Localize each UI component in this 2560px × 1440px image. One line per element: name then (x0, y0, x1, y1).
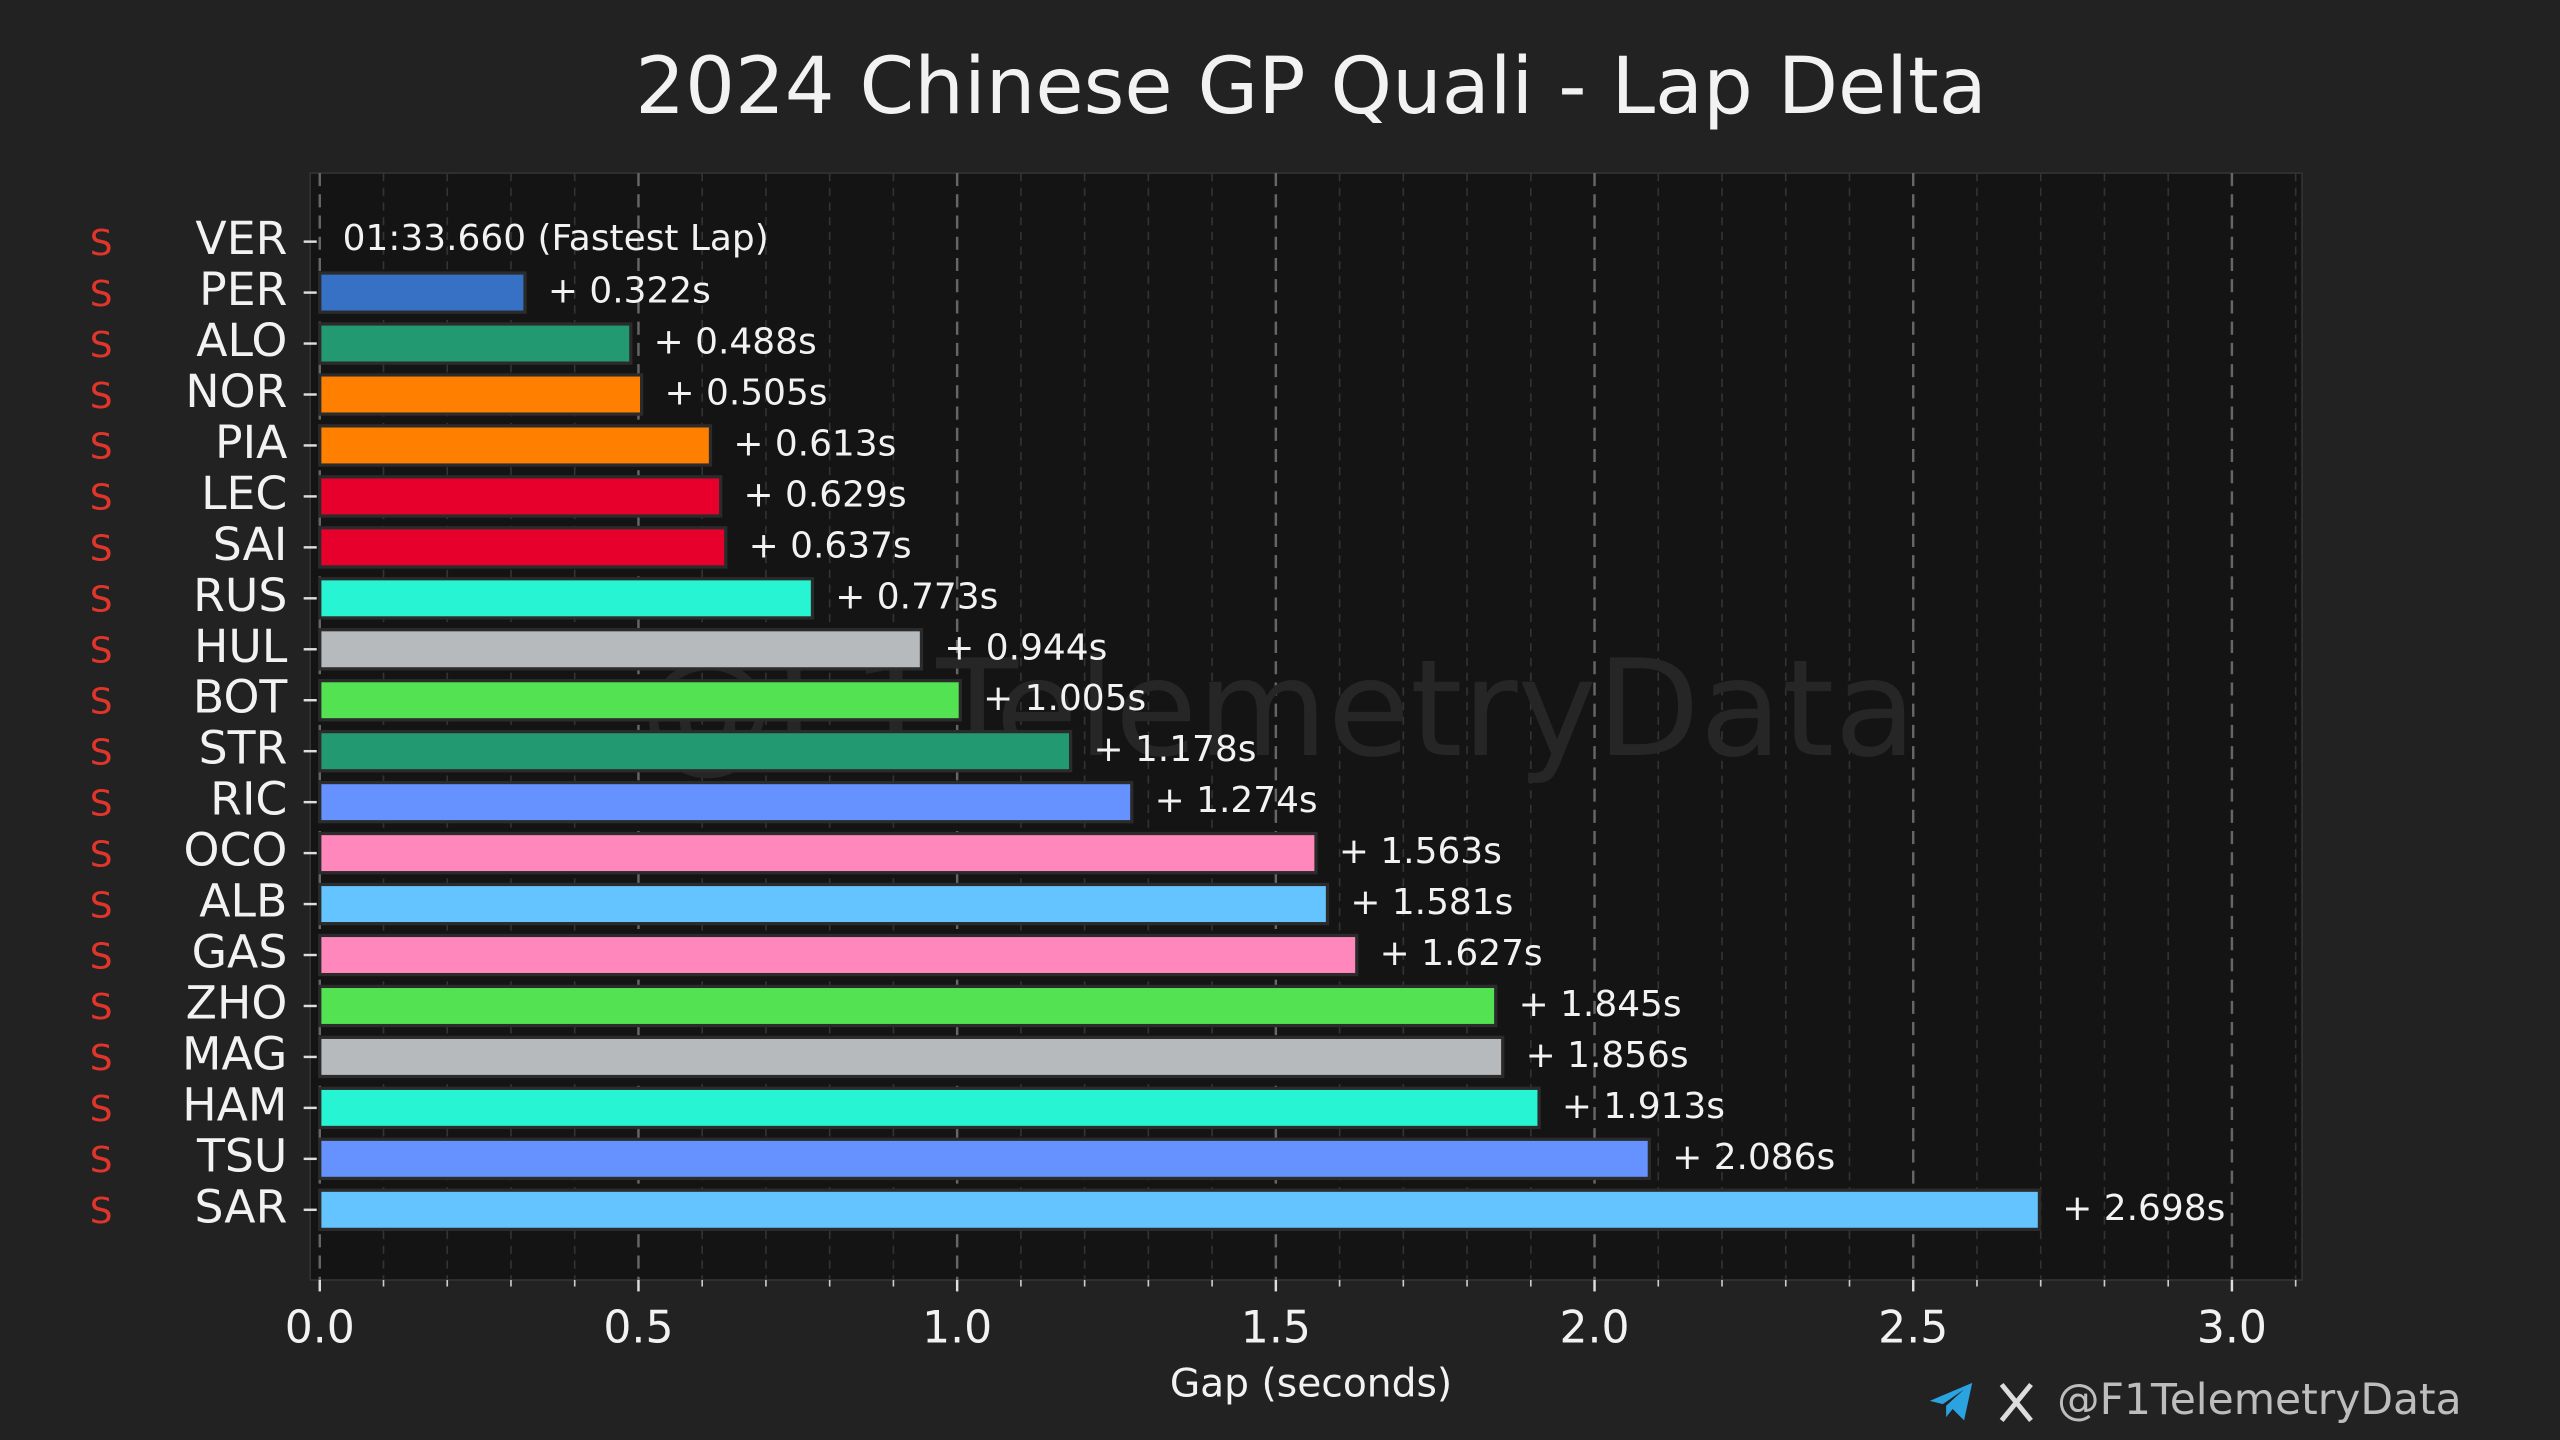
y-tick-label: HUL (194, 620, 288, 673)
fastest-lap-label: 01:33.660 (Fastest Lap) (343, 218, 769, 259)
marks: + 0.322s + 0.488s + 0.505s + 0.613s + 0.629s… (318, 271, 2225, 1232)
value-label: + 2.086s (1672, 1137, 1835, 1178)
y-tick-label: BOT (193, 671, 289, 724)
value-label: + 1.856s (1526, 1035, 1689, 1076)
y-tick-label: TSU (196, 1129, 287, 1182)
tyre-label: S (90, 631, 113, 672)
y-tick-label: STR (199, 722, 288, 775)
tyre-label: S (90, 987, 113, 1028)
y-tick-label: SAI (213, 518, 288, 571)
tyre-label: S (90, 834, 113, 875)
bar (318, 424, 713, 467)
y-tick-label: LEC (201, 467, 287, 520)
value-label: + 0.944s (944, 627, 1107, 668)
tyre-label: S (90, 580, 113, 621)
bar (318, 1035, 1505, 1079)
value-label: + 1.627s (1380, 933, 1543, 974)
tyre-label: S (90, 427, 113, 468)
y-tick-label: ALB (199, 875, 287, 928)
bar (318, 475, 723, 518)
y-tick-label: GAS (192, 926, 288, 979)
bar (318, 1086, 1541, 1130)
chart-title: 2024 Chinese GP Quali - Lap Delta (635, 41, 1987, 132)
y-tick-label: HAM (182, 1078, 287, 1131)
bar (318, 322, 633, 365)
y-tick-label: RIC (210, 773, 287, 826)
y-tick-label: NOR (185, 365, 287, 418)
y-tick-label: VER (195, 212, 287, 265)
y-tick-label: PER (199, 263, 287, 316)
footer-handle: @F1TelemetryData (2057, 1376, 2462, 1425)
value-label: + 0.773s (835, 576, 998, 617)
tyre-label: S (90, 885, 113, 926)
bar (318, 577, 815, 620)
tyre-label: S (90, 1140, 113, 1181)
y-tick-label: RUS (193, 569, 287, 622)
y-tick-label: ZHO (186, 976, 288, 1029)
value-label: + 1.845s (1519, 984, 1682, 1025)
bar (318, 882, 1330, 926)
value-label: + 2.698s (2062, 1188, 2225, 1229)
bar (318, 780, 1134, 824)
bar (318, 933, 1359, 977)
x-tick-label: 3.0 (2197, 1303, 2267, 1354)
value-label: + 1.274s (1155, 780, 1318, 821)
value-label: + 0.629s (744, 474, 907, 515)
tyre-label: S (90, 732, 113, 773)
x-tick-label: 2.5 (1878, 1303, 1948, 1354)
value-label: + 0.505s (665, 373, 828, 414)
x-tick-label: 0.5 (603, 1303, 673, 1354)
bar (318, 271, 527, 314)
tyre-label: S (90, 682, 113, 723)
tyre-label: S (90, 325, 113, 366)
bar (318, 373, 644, 416)
x-tick-label: 1.0 (922, 1303, 992, 1354)
tyre-label: S (90, 223, 113, 264)
value-label: + 0.613s (733, 423, 896, 464)
x-tick-label: 2.0 (1559, 1303, 1629, 1354)
tyre-label: S (90, 1038, 113, 1079)
tyre-label: S (90, 478, 113, 519)
bar (318, 984, 1498, 1028)
bar (318, 526, 728, 569)
x-icon (1999, 1382, 2033, 1422)
value-label: + 1.563s (1339, 831, 1502, 872)
x-axis-label: Gap (seconds) (1170, 1362, 1452, 1407)
value-label: + 0.322s (548, 271, 711, 312)
tyre-label: S (90, 783, 113, 824)
tyre-label: S (90, 529, 113, 570)
tyre-label: S (90, 1191, 113, 1232)
y-tick-label: OCO (183, 824, 287, 877)
value-label: + 0.488s (654, 322, 817, 363)
tyre-label: S (90, 376, 113, 417)
value-label: + 1.581s (1350, 882, 1513, 923)
y-tick-label: ALO (196, 314, 287, 367)
y-tick-label: MAG (182, 1027, 287, 1080)
bar (318, 831, 1318, 875)
bar (318, 1137, 1651, 1181)
x-tick-label: 0.0 (285, 1303, 355, 1354)
y-tick-label: PIA (215, 416, 287, 469)
tyre-label: S (90, 274, 113, 315)
telegram-icon (1929, 1382, 1973, 1421)
value-label: + 0.637s (749, 525, 912, 566)
x-tick-label: 1.5 (1241, 1303, 1311, 1354)
bar (318, 1188, 2042, 1232)
bar (318, 729, 1073, 773)
value-label: + 1.005s (983, 678, 1146, 719)
bar (318, 679, 962, 722)
y-tick-label: SAR (194, 1180, 287, 1233)
bar (318, 628, 924, 671)
tyre-label: S (90, 936, 113, 977)
value-label: + 1.913s (1562, 1086, 1725, 1127)
value-label: + 1.178s (1093, 729, 1256, 770)
tyre-label: S (90, 1089, 113, 1130)
